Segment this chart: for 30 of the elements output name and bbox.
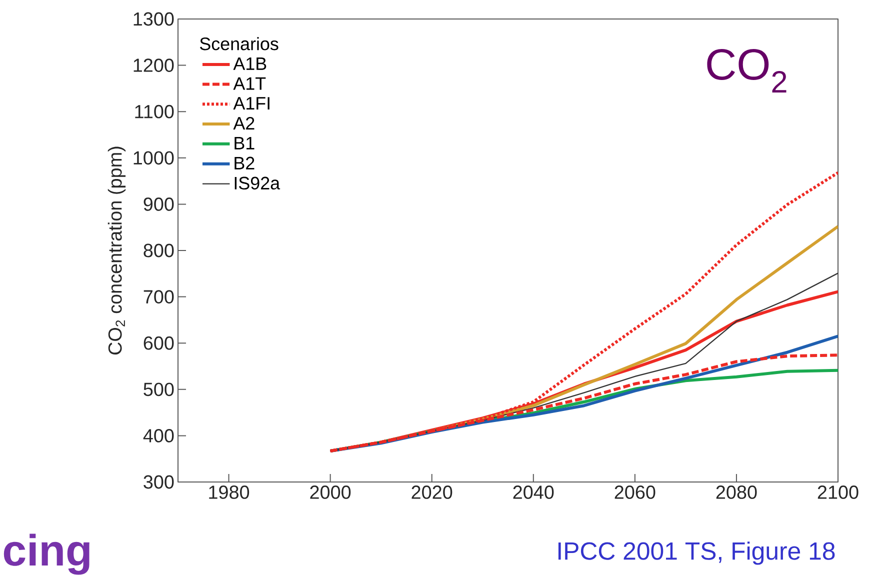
y-tick-label: 600 xyxy=(144,336,174,350)
x-tick-label: 2000 xyxy=(310,486,351,499)
legend-label: A1B xyxy=(233,58,266,70)
legend-label: A1FI xyxy=(233,97,270,110)
text: IPCC 2001 TS, Figure 18 xyxy=(558,542,835,565)
y-tick-label: 700 xyxy=(144,290,174,304)
y-tick-label: 1100 xyxy=(135,104,174,118)
y-tick-label: 800 xyxy=(144,244,174,258)
legend-title: Scenarios xyxy=(200,37,278,50)
y-tick-label: 1200 xyxy=(134,58,174,72)
text: cing xyxy=(4,534,90,575)
y-tick-label: 300 xyxy=(144,475,174,489)
legend-label: B2 xyxy=(234,156,254,170)
legend-label: IS92a xyxy=(234,176,280,190)
legend-label: A2 xyxy=(233,116,254,130)
y-tick-label: 1300 xyxy=(134,12,174,26)
legend-label: B1 xyxy=(234,136,254,150)
y-tick-label: 500 xyxy=(144,382,174,396)
y-tick-label: 1000 xyxy=(134,151,174,165)
y-axis-title: CO$_{2}$ concentration (ppm) xyxy=(108,146,126,354)
x-tick-label: 2020 xyxy=(412,486,452,499)
y-tick-label: 400 xyxy=(143,428,174,442)
x-tick-label: 2060 xyxy=(614,486,656,499)
x-tick-label: 1980 xyxy=(209,486,250,499)
legend-label: A1T xyxy=(233,77,266,90)
y-tick-label: 900 xyxy=(144,197,174,211)
x-tick-label: 2040 xyxy=(513,486,554,499)
x-tick-label: 2080 xyxy=(716,486,757,499)
text: CO$_{2}$ xyxy=(707,48,786,92)
x-tick-label: 2100 xyxy=(818,486,858,499)
